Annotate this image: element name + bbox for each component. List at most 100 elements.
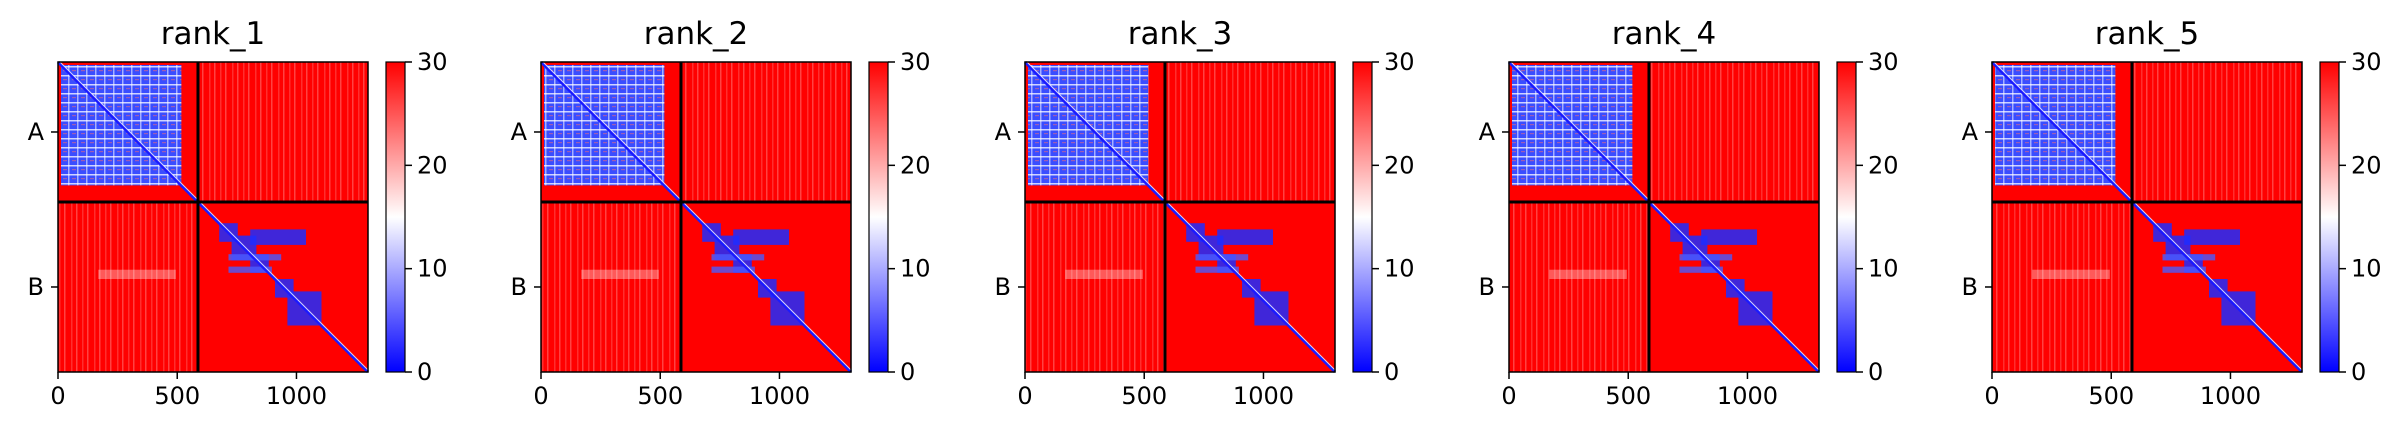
colorbar-tick-label: 10 <box>1384 255 1415 283</box>
heatmap-block-ba <box>541 201 681 372</box>
heatmap-domain-b <box>250 229 306 245</box>
heatmap-domain-b <box>2184 229 2240 245</box>
heatmap-diagonal-edge <box>1510 61 1820 371</box>
colorbar-tick-label: 20 <box>2351 151 2382 179</box>
pae-heatmap <box>1507 60 1821 374</box>
heatmap-streak-band <box>581 269 659 279</box>
colorbar <box>1352 61 1373 373</box>
chain-label-b: B <box>511 273 527 301</box>
heatmap-domain-b <box>711 266 755 273</box>
x-tick-label: 1000 <box>749 382 810 410</box>
heatmap-diagonal <box>56 60 370 374</box>
colorbar-tick-label: 10 <box>417 255 448 283</box>
heatmap-diagonal <box>1507 60 1821 374</box>
pae-heatmap <box>56 60 370 374</box>
heatmap-diagonal-edge <box>1026 61 1336 371</box>
x-tick-label: 500 <box>1121 382 1167 410</box>
x-tick-label: 0 <box>533 382 548 410</box>
colorbar-tick-label: 0 <box>1384 358 1399 386</box>
x-tick-label: 500 <box>2088 382 2134 410</box>
heatmap-block-ba <box>1992 201 2132 372</box>
heatmap-block-ba <box>1509 201 1649 372</box>
chain-label-b: B <box>995 273 1011 301</box>
colorbar <box>2319 61 2340 373</box>
x-tick-label: 1000 <box>2200 382 2261 410</box>
chain-label-b: B <box>1962 273 1978 301</box>
heatmap-block-ab <box>680 62 851 202</box>
x-tick-label: 1000 <box>266 382 327 410</box>
chain-label-a: A <box>1962 118 1979 146</box>
heatmap-streak-band <box>98 269 176 279</box>
chain-label-a: A <box>28 118 45 146</box>
colorbar-tick-label: 30 <box>417 48 448 76</box>
x-tick-label: 500 <box>154 382 200 410</box>
heatmap-block-ba <box>1025 201 1165 372</box>
colorbar-tick-label: 20 <box>417 151 448 179</box>
heatmap-frame <box>1508 61 1820 373</box>
heatmap-domain-b <box>733 229 789 245</box>
heatmap-block-ab <box>2131 62 2302 202</box>
heatmap-panel-3: rank_3 A B 0 500 1000 0 10 20 30 <box>995 16 1415 410</box>
panel-title: rank_5 <box>2095 16 2200 52</box>
colorbar-tick-label: 0 <box>2351 358 2366 386</box>
colorbar-tick-label: 20 <box>1384 151 1415 179</box>
colorbar-tick-label: 20 <box>900 151 931 179</box>
heatmap-domain-b <box>1195 266 1239 273</box>
heatmap-frame <box>540 61 852 373</box>
heatmap-diagonal <box>1023 60 1337 374</box>
colorbar <box>385 61 406 373</box>
chain-label-b: B <box>1479 273 1495 301</box>
heatmap-frame <box>1991 61 2303 373</box>
pae-heatmap <box>539 60 853 374</box>
heatmap-panel-2: rank_2 A B 0 500 1000 0 10 20 30 <box>511 16 931 410</box>
heatmap-block-ab <box>197 62 368 202</box>
x-tick-label: 1000 <box>1233 382 1294 410</box>
heatmap-frame <box>57 61 369 373</box>
heatmap-streak-band <box>1549 269 1627 279</box>
x-tick-label: 0 <box>1501 382 1516 410</box>
heatmap-diagonal-edge <box>542 61 852 371</box>
chain-label-a: A <box>995 118 1012 146</box>
heatmap-domain-b <box>228 266 272 273</box>
x-tick-label: 500 <box>1605 382 1651 410</box>
heatmap-domain-b <box>1701 229 1757 245</box>
pae-heatmap <box>1023 60 1337 374</box>
chain-label-a: A <box>511 118 528 146</box>
colorbar-tick-label: 0 <box>1868 358 1883 386</box>
chain-label-b: B <box>28 273 44 301</box>
x-tick-label: 1000 <box>1717 382 1778 410</box>
heatmap-diagonal <box>539 60 853 374</box>
colorbar-tick-label: 30 <box>2351 48 2382 76</box>
heatmap-block-ab <box>1164 62 1335 202</box>
heatmap-streak-band <box>2032 269 2110 279</box>
colorbar-tick-label: 0 <box>900 358 915 386</box>
colorbar-tick-label: 10 <box>2351 255 2382 283</box>
panel-title: rank_2 <box>644 16 749 52</box>
colorbar-tick-label: 10 <box>1868 255 1899 283</box>
heatmap-block-ba <box>58 201 198 372</box>
chain-label-a: A <box>1479 118 1496 146</box>
heatmap-block-ab <box>1648 62 1819 202</box>
heatmap-frame <box>1024 61 1336 373</box>
colorbar-tick-label: 30 <box>1384 48 1415 76</box>
x-tick-label: 0 <box>1017 382 1032 410</box>
heatmap-domain-b <box>1679 266 1723 273</box>
x-tick-label: 500 <box>637 382 683 410</box>
heatmap-panel-4: rank_4 A B 0 500 1000 0 10 20 30 <box>1479 16 1899 410</box>
colorbar <box>868 61 889 373</box>
colorbar-tick-label: 30 <box>1868 48 1899 76</box>
heatmap-streak-band <box>1065 269 1143 279</box>
colorbar-tick-label: 30 <box>900 48 931 76</box>
heatmap-domain-b <box>1217 229 1273 245</box>
x-tick-label: 0 <box>50 382 65 410</box>
heatmap-diagonal <box>1990 60 2304 374</box>
colorbar-tick-label: 20 <box>1868 151 1899 179</box>
pae-heatmap <box>1990 60 2304 374</box>
heatmap-diagonal-edge <box>59 61 369 371</box>
panel-title: rank_1 <box>161 16 266 52</box>
heatmap-diagonal-edge <box>1993 61 2303 371</box>
panel-title: rank_4 <box>1612 16 1717 52</box>
colorbar <box>1836 61 1857 373</box>
heatmap-panel-5: rank_5 A B 0 500 1000 0 10 20 30 <box>1962 16 2382 410</box>
